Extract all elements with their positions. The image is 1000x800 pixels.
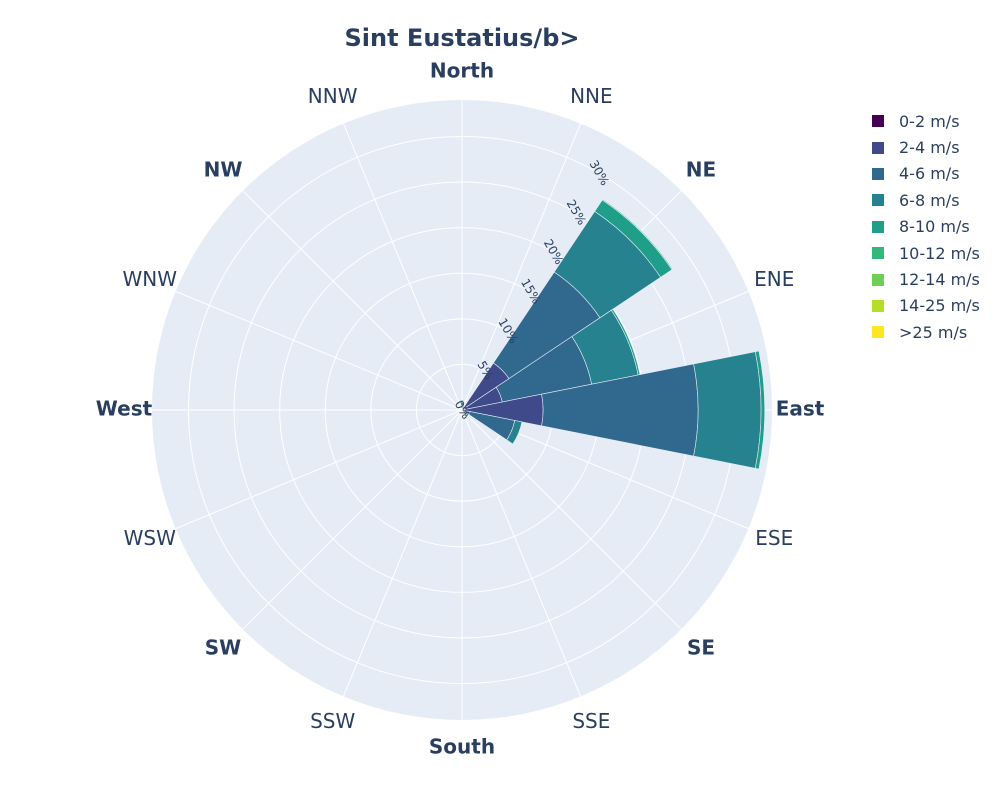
angular-gridline [342,123,463,411]
wind-bar-segment [601,198,674,271]
legend-label: 0-2 m/s [899,111,960,131]
legend-item[interactable]: 0-2 m/s [872,108,980,134]
angular-gridline [175,409,463,530]
legend-swatch [872,326,884,339]
legend-item[interactable]: 14-25 m/s [872,293,980,319]
angular-gridline [461,123,582,411]
legend-swatch [872,167,884,180]
wind-bar-segment [461,410,464,413]
angular-gridline [242,409,463,630]
direction-label: ESE [755,526,793,550]
direction-label: WNW [122,267,177,291]
direction-label: SSE [572,709,610,733]
legend-item[interactable]: 4-6 m/s [872,161,980,187]
legend-item[interactable]: 8-10 m/s [872,214,980,240]
legend: 0-2 m/s 2-4 m/s 4-6 m/s 6-8 m/s 8-10 m/s 10-1… [872,108,980,346]
legend-label: >25 m/s [899,322,968,342]
direction-label: East [776,397,825,421]
legend-swatch [872,299,884,312]
angular-gridline [175,290,463,411]
angular-gridline [461,409,582,697]
legend-label: 12-14 m/s [899,270,980,290]
legend-swatch [872,115,884,128]
legend-item[interactable]: 12-14 m/s [872,266,980,292]
legend-label: 8-10 m/s [899,217,970,237]
direction-label: SE [687,636,715,660]
direction-label: NNW [308,84,358,108]
direction-label: NE [686,157,716,181]
legend-item[interactable]: 6-8 m/s [872,187,980,213]
wind-bars [459,198,765,470]
direction-labels: North NNE NE ENE East ESE SE SSE South SSW SW WSW We… [96,59,825,759]
direction-label: South [429,735,495,759]
legend-label: 14-25 m/s [899,296,980,316]
direction-label: WSW [124,526,176,550]
angular-gridline [461,409,682,630]
chart-title: Sint Eustatius/b> [344,24,580,52]
legend-item[interactable]: >25 m/s [872,319,980,345]
legend-item[interactable]: 10-12 m/s [872,240,980,266]
wind-bar-segment [693,351,762,469]
legend-swatch [872,220,884,233]
direction-label: NNE [570,84,613,108]
legend-label: 6-8 m/s [899,190,960,210]
legend-label: 2-4 m/s [899,138,960,158]
direction-label: SW [205,636,241,660]
direction-label: North [430,59,494,83]
angular-gridline [342,409,463,697]
legend-swatch [872,194,884,207]
wind-bar-segment [506,420,523,445]
wind-bar-segment [754,350,765,470]
direction-label: SSW [310,709,355,733]
direction-label: West [96,397,153,421]
angular-gridline [242,190,463,411]
legend-label: 10-12 m/s [899,243,980,263]
legend-item[interactable]: 2-4 m/s [872,134,980,160]
legend-label: 4-6 m/s [899,164,960,184]
direction-label: NW [204,157,243,181]
legend-swatch [872,247,884,260]
wind-bar-segment [459,399,465,402]
legend-swatch [872,141,884,154]
wind-bar-segment [465,413,470,418]
legend-swatch [872,273,884,286]
direction-label: ENE [754,267,794,291]
